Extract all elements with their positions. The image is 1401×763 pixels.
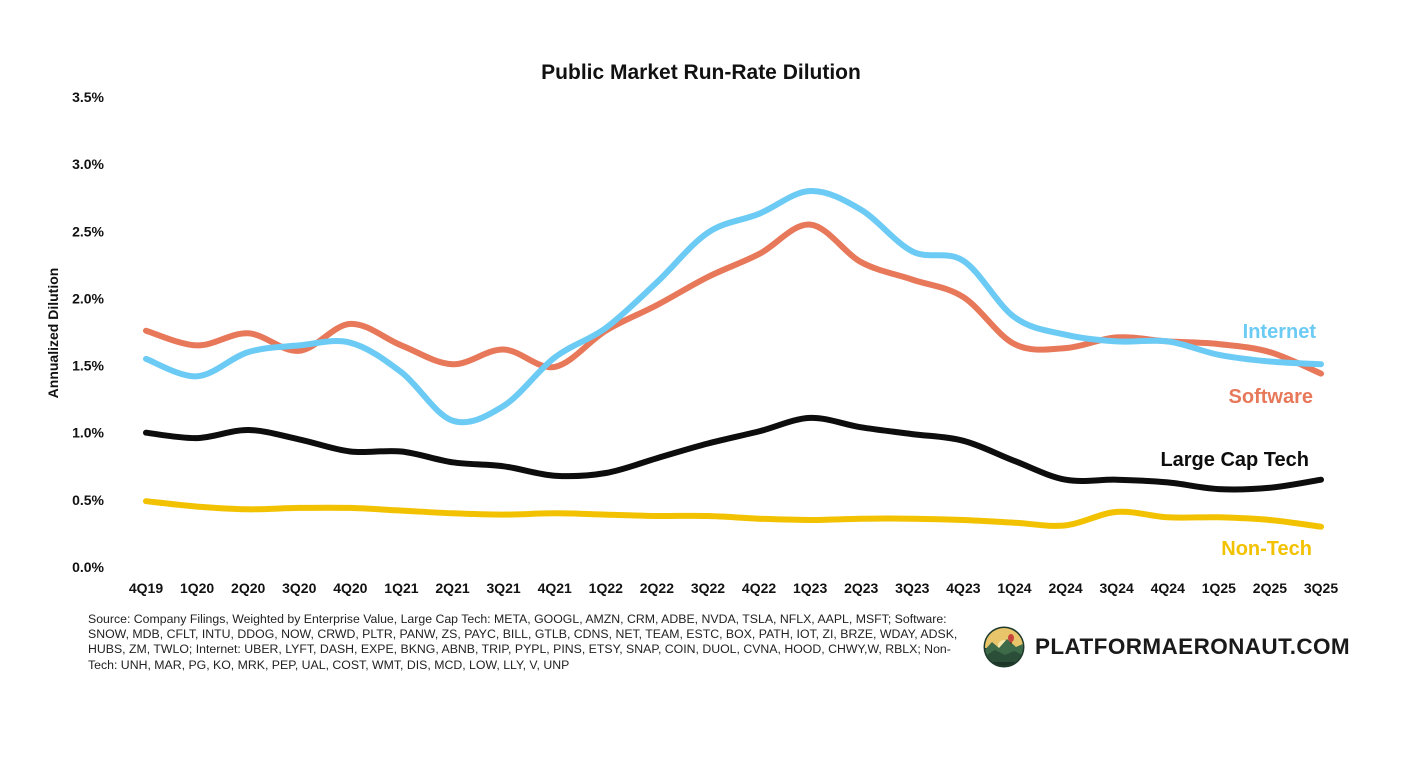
- mountain-landscape-logo-icon: [983, 626, 1025, 668]
- x-tick-label: 1Q21: [384, 580, 418, 596]
- y-tick-label: 1.5%: [72, 358, 104, 374]
- x-tick-label: 1Q24: [997, 580, 1031, 596]
- series-line-software: [143, 221, 1324, 377]
- series-line-large-cap-tech: [143, 414, 1324, 493]
- x-tick-label: 1Q20: [180, 580, 214, 596]
- series-labels: Software Internet Large Cap Tech Non-Tech: [1160, 321, 1316, 560]
- series-label-software: Software: [1229, 386, 1313, 408]
- y-tick-label: 1.0%: [72, 425, 104, 441]
- series-line-internet: [143, 187, 1324, 426]
- x-tick-label: 4Q20: [333, 580, 367, 596]
- y-tick-label: 0.0%: [72, 559, 104, 575]
- x-tick-label: 3Q25: [1304, 580, 1338, 596]
- x-tick-label: 2Q20: [231, 580, 265, 596]
- y-tick-label: 0.5%: [72, 492, 104, 508]
- y-tick-label: 3.5%: [72, 89, 104, 105]
- x-tick-label: 3Q23: [895, 580, 929, 596]
- x-tick-label: 1Q25: [1202, 580, 1236, 596]
- x-tick-label: 2Q23: [844, 580, 878, 596]
- brand-name: PLATFORMAERONAUT.COM: [1035, 634, 1351, 659]
- x-axis-ticks: 4Q19 1Q20 2Q20 3Q20 4Q20 1Q21 2Q21 3Q21 4Q21 1Q22…: [129, 580, 1338, 596]
- series-lines: [143, 187, 1324, 530]
- x-tick-label: 4Q22: [742, 580, 776, 596]
- x-tick-label: 4Q24: [1151, 580, 1185, 596]
- x-tick-label: 4Q19: [129, 580, 163, 596]
- series-label-large-cap-tech: Large Cap Tech: [1160, 449, 1309, 471]
- x-tick-label: 2Q24: [1048, 580, 1082, 596]
- x-tick-label: 3Q22: [691, 580, 725, 596]
- y-tick-label: 3.0%: [72, 156, 104, 172]
- series-label-internet: Internet: [1243, 321, 1317, 343]
- x-tick-label: 3Q24: [1100, 580, 1134, 596]
- brand[interactable]: PLATFORMAERONAUT.COM: [983, 626, 1350, 668]
- x-tick-label: 2Q22: [640, 580, 674, 596]
- x-tick-label: 3Q21: [486, 580, 520, 596]
- x-tick-label: 1Q22: [589, 580, 623, 596]
- x-tick-label: 3Q20: [282, 580, 316, 596]
- source-note: Source: Company Filings, Weighted by Ent…: [88, 612, 958, 672]
- y-axis-ticks: 0.0% 0.5% 1.0% 1.5% 2.0% 2.5% 3.0% 3.5%: [72, 89, 104, 575]
- x-tick-label: 2Q21: [435, 580, 469, 596]
- line-chart: Public Market Run-Rate Dilution Annualiz…: [45, 61, 1338, 596]
- series-label-non-tech: Non-Tech: [1221, 538, 1312, 560]
- chart-title: Public Market Run-Rate Dilution: [541, 61, 861, 84]
- x-tick-label: 4Q21: [538, 580, 572, 596]
- x-tick-label: 2Q25: [1253, 580, 1287, 596]
- series-line-non-tech: [143, 498, 1324, 530]
- y-axis-label: Annualized Dilution: [45, 268, 61, 399]
- x-tick-label: 1Q23: [793, 580, 827, 596]
- y-tick-label: 2.0%: [72, 290, 104, 306]
- x-tick-label: 4Q23: [946, 580, 980, 596]
- y-tick-label: 2.5%: [72, 223, 104, 239]
